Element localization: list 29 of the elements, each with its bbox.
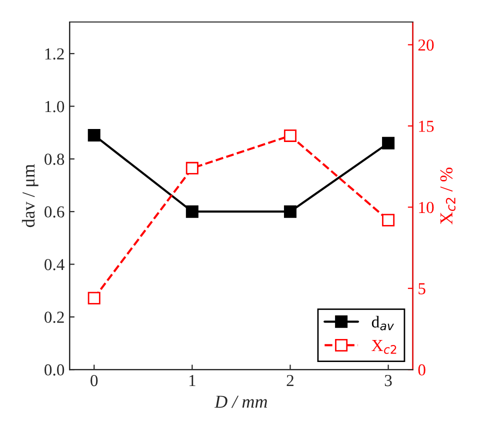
y2-tick-label: 10 [419,202,434,214]
y-tick-label: 0.0 [44,364,64,376]
y-tick-label: 1.2 [45,48,64,60]
y-axis-title: dav / μm [22,164,38,228]
y-tick-label: 0.4 [44,258,64,270]
legend-label: d$_{av}$ [372,316,394,330]
x-tick-label: 1 [189,375,196,386]
point [186,162,198,174]
y2-tick-label: 0 [418,364,426,376]
point [88,128,100,142]
y2-axis-title: X$_{c2}$ / % [440,168,456,224]
y2-tick-label: 20 [418,39,434,51]
y-tick-label: 0.2 [44,312,64,323]
point [382,136,395,150]
y-tick-label: 0.6 [44,206,64,218]
x-tick-label: 3 [384,374,392,386]
legend-label: X$_{c2}$ [372,340,396,354]
point [284,205,296,218]
y-tick-label: 1.0 [45,100,64,112]
x-tick-label: 2 [286,374,294,386]
x-tick-label: 0 [90,374,98,386]
y-tick-label: 0.8 [44,154,64,165]
point [186,205,198,218]
point [284,129,296,142]
y2-tick-label: 5 [418,283,426,294]
point [88,292,100,304]
point [382,214,395,226]
x-axis-title: D / mm [214,396,268,408]
y2-tick-label: 15 [419,120,434,132]
